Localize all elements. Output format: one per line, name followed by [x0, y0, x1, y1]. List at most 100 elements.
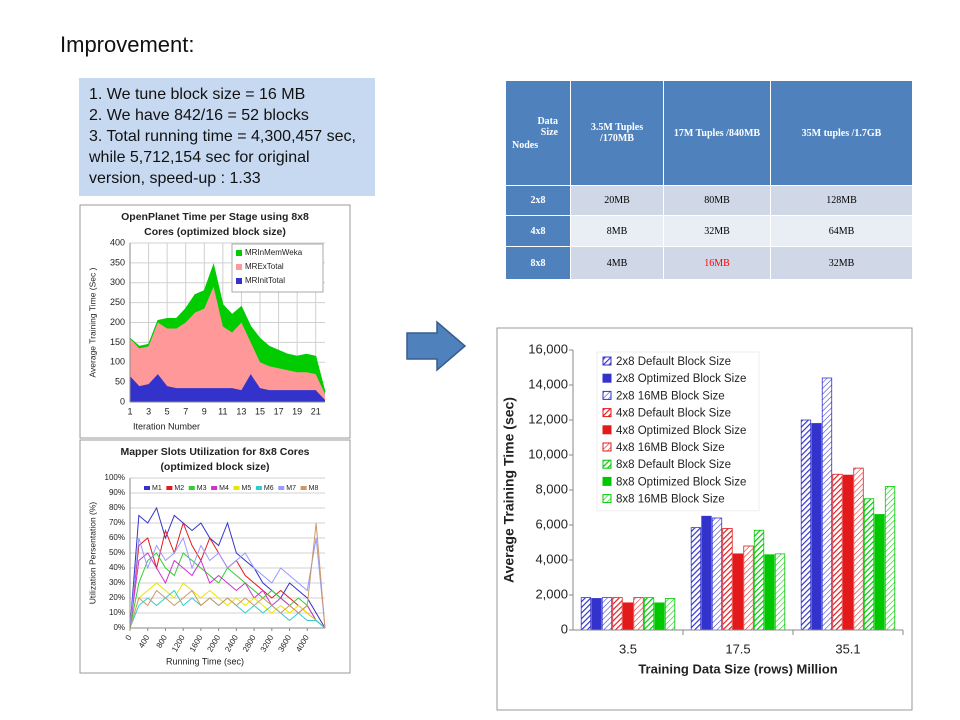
y-tick-label: 20% — [109, 593, 125, 602]
area-fill — [130, 264, 325, 395]
y-tick-label: 80% — [109, 503, 125, 512]
x-tick-label: 21 — [311, 406, 321, 416]
legend-swatch — [602, 442, 612, 452]
x-tick-label: 11 — [218, 406, 227, 416]
legend-swatch — [211, 486, 218, 490]
y-tick-label: 10,000 — [528, 446, 568, 461]
y-tick-label: 250 — [110, 297, 125, 307]
legend-box — [596, 351, 760, 512]
chart-title: OpenPlanet Time per Stage using 8x8 — [121, 211, 309, 223]
bar — [832, 473, 843, 631]
legend-label: MRInitTotal — [245, 276, 285, 285]
legend-label: 8x8 16MB Block Size — [616, 494, 725, 506]
row-header: 2x8 — [505, 185, 571, 216]
y-tick-label: 2,000 — [535, 586, 568, 601]
legend-swatch — [602, 494, 612, 504]
table-header: Data Size Nodes 3.5M Tuples /170MB 17M T… — [505, 80, 913, 186]
bar — [853, 467, 864, 631]
line — [129, 582, 326, 629]
area-edge — [129, 263, 326, 393]
legend-swatch — [602, 459, 612, 469]
line — [129, 522, 326, 629]
legend-label: 2x8 Default Block Size — [616, 356, 731, 368]
y-tick-label: 40% — [109, 563, 125, 572]
legend-label: 8x8 Default Block Size — [616, 459, 731, 471]
table-cell: 16MB — [663, 246, 771, 280]
x-tick-label: 19 — [292, 406, 302, 416]
row-header: 8x8 — [505, 246, 571, 280]
bar — [821, 377, 833, 631]
bar — [774, 553, 786, 631]
y-axis-label: Average Training Time (Sec ) — [87, 267, 97, 377]
table-cell: 32MB — [663, 215, 771, 247]
legend-swatch — [188, 486, 195, 490]
legend-swatch — [236, 250, 242, 256]
legend-swatch — [300, 486, 307, 490]
table-cell: 64MB — [770, 215, 913, 247]
y-tick-label: 14,000 — [528, 376, 568, 391]
bar — [591, 598, 602, 631]
corner-bottom: Nodes — [512, 139, 539, 151]
y-tick-label: 150 — [110, 337, 125, 347]
y-tick-label: 70% — [109, 518, 125, 527]
y-tick-label: 100 — [110, 357, 125, 367]
legend-box — [231, 243, 324, 293]
legend-swatch — [602, 476, 612, 486]
y-tick-label: 100% — [105, 473, 125, 482]
chart-title: Mapper Slots Utilization for 8x8 Cores — [120, 446, 309, 458]
y-tick-label: 16,000 — [528, 341, 568, 356]
bar — [664, 598, 676, 631]
table-cell: 128MB — [770, 185, 913, 216]
y-tick-label: 0% — [113, 623, 125, 632]
bar — [711, 517, 723, 631]
x-axis-label: Training Data Size (rows) Million — [638, 661, 837, 676]
y-tick-label: 30% — [109, 578, 125, 587]
legend-label: M5 — [242, 485, 252, 492]
notes-box: 1. We tune block size = 16 MB 2. We have… — [79, 78, 375, 196]
legend-label: M7 — [286, 485, 296, 492]
x-tick-label: 7 — [183, 406, 188, 416]
corner-top: Data Size — [537, 115, 558, 138]
y-tick-label: 6,000 — [535, 516, 568, 531]
bar — [743, 545, 754, 631]
header-cell: 35M tuples /1.7GB — [770, 80, 913, 186]
table-cell: 32MB — [770, 246, 913, 280]
table-cell: 80MB — [663, 185, 771, 216]
bar — [732, 553, 744, 631]
y-tick-label: 0 — [561, 621, 568, 636]
note: 2. We have 842/16 = 52 blocks — [89, 107, 309, 124]
y-tick-label: 50% — [109, 548, 125, 557]
x-tick-label: 13 — [236, 406, 246, 416]
legend-swatch — [602, 425, 612, 435]
bar — [764, 554, 775, 631]
x-tick-label: 15 — [255, 406, 265, 416]
line — [129, 536, 326, 629]
bar — [580, 597, 592, 631]
table-row: 2x8 20MB 80MB 128MB — [505, 185, 913, 216]
bar — [753, 529, 765, 631]
table-row: 4x8 8MB 32MB 64MB — [505, 215, 913, 247]
x-tick-label: 35.1 — [835, 641, 860, 656]
legend-swatch — [233, 486, 240, 490]
legend-swatch — [602, 408, 612, 418]
legend-label: M1 — [152, 485, 162, 492]
bar — [800, 419, 812, 631]
legend-swatch — [166, 486, 173, 490]
y-tick-label: 300 — [110, 277, 125, 287]
area-fill — [130, 286, 325, 401]
y-axis-label: Average Training Time (sec) — [501, 397, 517, 583]
y-tick-label: 12,000 — [528, 411, 568, 426]
bar — [643, 597, 655, 631]
chart-title: (optimized block size) — [160, 461, 269, 473]
x-tick-label: 17 — [274, 406, 284, 416]
legend-swatch — [278, 486, 285, 490]
legend-swatch — [602, 390, 612, 400]
y-tick-label: 90% — [109, 488, 125, 497]
header-cell: 17M Tuples /840MB — [663, 80, 771, 186]
bar — [884, 486, 896, 631]
table-row: 8x8 4MB 16MB 32MB — [505, 246, 913, 280]
bar — [701, 515, 712, 631]
y-tick-label: 10% — [109, 608, 125, 617]
